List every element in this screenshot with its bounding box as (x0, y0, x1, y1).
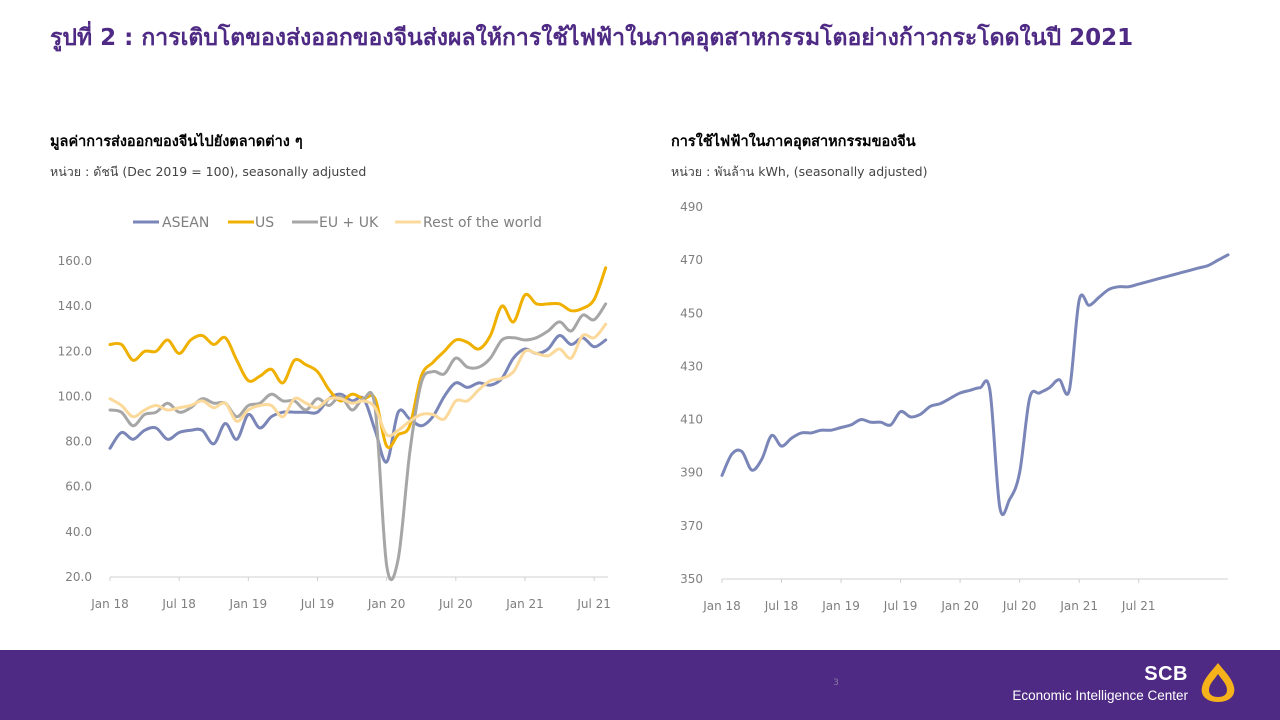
exports-x-tick-label: Jan 19 (229, 597, 268, 611)
right-chart-title: การใช้ไฟฟ้าในภาคอุตสาหกรรมของจีน (671, 134, 916, 150)
right-chart-unit: หน่วย : พันล้าน kWh, (seasonally adjuste… (671, 164, 928, 179)
electricity-x-tick-label: Jan 20 (940, 599, 979, 613)
exports-y-tick-label: 140.0 (58, 299, 92, 313)
left-chart-unit: หน่วย : ดัชนี (Dec 2019 = 100), seasonal… (50, 164, 367, 179)
exports-y-tick-label: 100.0 (58, 389, 92, 403)
exports-x-tick-label: Jul 19 (300, 597, 335, 611)
exports-x-tick-label: Jul 18 (161, 597, 196, 611)
legend-label: Rest of the world (423, 215, 542, 231)
exports-y-tick-label: 80.0 (65, 435, 92, 449)
electricity-y-tick-label: 450 (680, 306, 703, 320)
electricity-y-tick-label: 390 (680, 466, 703, 480)
legend-label: ASEAN (162, 215, 209, 231)
exports-y-tick-label: 40.0 (65, 525, 92, 539)
page-title: รูปที่ 2 : การเติบโตของส่งออกของจีนส่งผล… (50, 25, 1134, 51)
brand-subtitle: Economic Intelligence Center (1012, 688, 1188, 703)
electricity-x-tick-label: Jan 18 (702, 599, 741, 613)
left-chart-title: มูลค่าการส่งออกของจีนไปยังตลาดต่าง ๆ (50, 134, 303, 150)
electricity-x-tick-label: Jul 20 (1002, 599, 1037, 613)
exports-x-tick-label: Jul 21 (576, 597, 611, 611)
exports-x-tick-label: Jul 20 (438, 597, 473, 611)
footer-bar: 3 SCB Economic Intelligence Center (0, 650, 1280, 720)
legend-label: EU + UK (319, 215, 379, 231)
exports-y-tick-label: 60.0 (65, 480, 92, 494)
electricity-x-tick-label: Jul 19 (883, 599, 918, 613)
exports-line-us (108, 266, 608, 449)
brand-name: SCB (1144, 663, 1188, 685)
electricity-x-tick-label: Jul 18 (764, 599, 799, 613)
electricity-y-tick-label: 370 (680, 519, 703, 533)
exports-line-rest-of-the-world (108, 322, 608, 438)
electricity-y-tick-label: 430 (680, 359, 703, 373)
electricity-x-tick-label: Jul 21 (1121, 599, 1156, 613)
legend-label: US (255, 215, 274, 231)
electricity-y-tick-label: 350 (680, 572, 703, 586)
exports-x-tick-label: Jan 18 (90, 597, 129, 611)
exports-line-asean (108, 334, 608, 464)
exports-y-tick-label: 120.0 (58, 344, 92, 358)
exports-x-tick-label: Jan 20 (367, 597, 406, 611)
exports-y-tick-label: 160.0 (58, 254, 92, 268)
exports-y-tick-label: 20.0 (65, 570, 92, 584)
electricity-x-tick-label: Jan 21 (1059, 599, 1098, 613)
scb-logo-icon (1201, 663, 1235, 702)
electricity-y-tick-label: 470 (680, 253, 703, 267)
industrial-electricity-chart: 350 370 390 410 430 450 470 490 Jan 18 Jul 18 Jan … (680, 200, 1230, 613)
electricity-y-tick-label: 410 (680, 413, 703, 427)
electricity-line-series (720, 253, 1230, 516)
exports-x-tick-label: Jan 21 (505, 597, 544, 611)
electricity-y-tick-label: 490 (680, 200, 703, 214)
page-number: 3 (833, 678, 839, 688)
electricity-x-tick-label: Jan 19 (821, 599, 860, 613)
china-exports-chart: 20.0 40.0 60.0 80.0 100.0 120.0 140.0 160.0 Jan … (58, 215, 611, 611)
